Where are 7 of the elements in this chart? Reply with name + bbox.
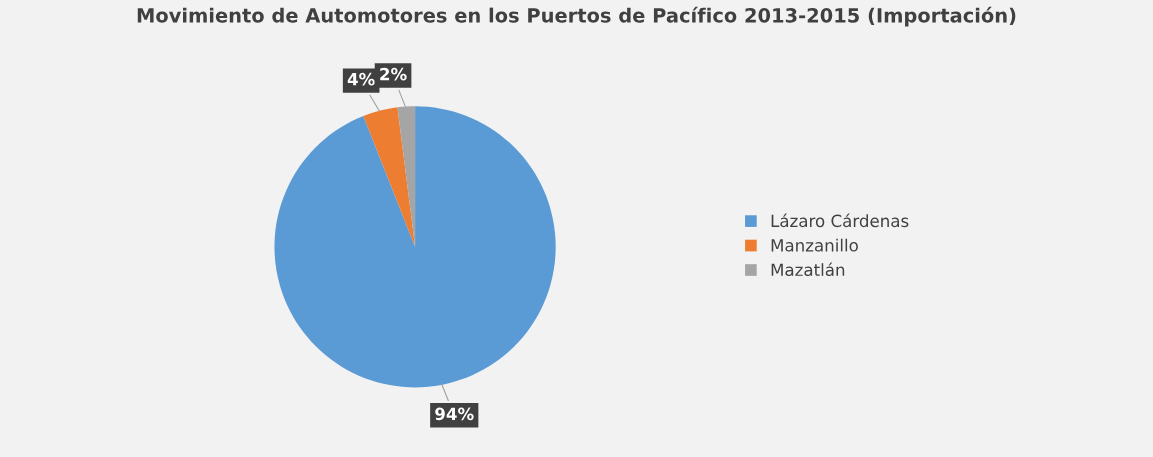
legend-label: Mazatlán bbox=[771, 262, 845, 277]
legend-label: Manzanillo bbox=[771, 238, 858, 252]
data-label: 94% bbox=[435, 407, 474, 421]
chart-title: Movimiento de Automotores en los Puertos de Pacífico 2013-2015 (Importación) bbox=[137, 6, 1016, 27]
data-label: 4% bbox=[347, 72, 375, 86]
legend-label: Lázaro Cárdenas bbox=[771, 213, 909, 228]
data-label: 2% bbox=[380, 67, 407, 81]
